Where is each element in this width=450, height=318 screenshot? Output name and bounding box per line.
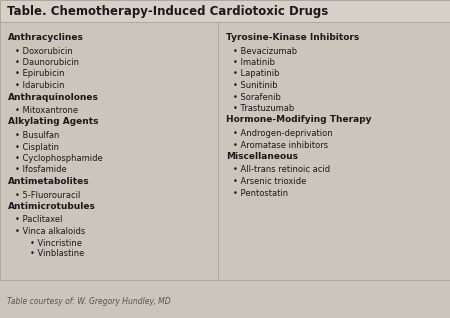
Text: • Cisplatin: • Cisplatin [15, 142, 59, 151]
Text: • Lapatinib: • Lapatinib [233, 70, 279, 79]
Text: • Mitoxantrone: • Mitoxantrone [15, 106, 78, 115]
Text: • Epirubicin: • Epirubicin [15, 70, 64, 79]
Text: • Idarubicin: • Idarubicin [15, 81, 64, 90]
Text: • Aromatase inhibitors: • Aromatase inhibitors [233, 141, 328, 149]
Text: Table courtesy of: W. Gregory Hundley, MD: Table courtesy of: W. Gregory Hundley, M… [7, 297, 171, 306]
Text: Miscellaneous: Miscellaneous [226, 152, 298, 161]
Text: Antimetabolites: Antimetabolites [8, 177, 90, 186]
Text: Tyrosine-Kinase Inhibitors: Tyrosine-Kinase Inhibitors [226, 33, 359, 42]
Bar [0, 0, 450, 22]
Text: • Doxorubicin: • Doxorubicin [15, 46, 73, 56]
Text: • Vinca alkaloids: • Vinca alkaloids [15, 227, 85, 236]
Text: • Androgen-deprivation: • Androgen-deprivation [233, 129, 333, 138]
Text: • Paclitaxel: • Paclitaxel [15, 216, 63, 225]
Text: • 5-Fluorouracil: • 5-Fluorouracil [15, 190, 81, 199]
Text: • Sorafenib: • Sorafenib [233, 93, 281, 101]
Bar [0, 22, 450, 280]
Text: • Ifosfamide: • Ifosfamide [15, 165, 67, 175]
Text: • Trastuzumab: • Trastuzumab [233, 104, 294, 113]
Text: Alkylating Agents: Alkylating Agents [8, 117, 99, 127]
Text: Anthracyclines: Anthracyclines [8, 33, 84, 42]
Text: • Cyclophosphamide: • Cyclophosphamide [15, 154, 103, 163]
Text: • Vinblastine: • Vinblastine [30, 250, 85, 259]
Text: Anthraquinolones: Anthraquinolones [8, 93, 99, 101]
Text: Antimicrotubules: Antimicrotubules [8, 202, 96, 211]
Text: Table. Chemotherapy-Induced Cardiotoxic Drugs: Table. Chemotherapy-Induced Cardiotoxic … [7, 4, 328, 17]
Text: • Busulfan: • Busulfan [15, 131, 59, 140]
Text: • Pentostatin: • Pentostatin [233, 189, 288, 197]
Text: • Daunorubicin: • Daunorubicin [15, 58, 79, 67]
Text: • Vincristine: • Vincristine [30, 238, 82, 247]
Text: • Arsenic trioxide: • Arsenic trioxide [233, 177, 306, 186]
Bar [0, 0, 450, 22]
Text: • Sunitinib: • Sunitinib [233, 81, 278, 90]
Text: • Bevacizumab: • Bevacizumab [233, 46, 297, 56]
Text: Hormone-Modifying Therapy: Hormone-Modifying Therapy [226, 115, 372, 125]
Text: • Imatinib: • Imatinib [233, 58, 275, 67]
Text: • All-trans retinoic acid: • All-trans retinoic acid [233, 165, 330, 175]
